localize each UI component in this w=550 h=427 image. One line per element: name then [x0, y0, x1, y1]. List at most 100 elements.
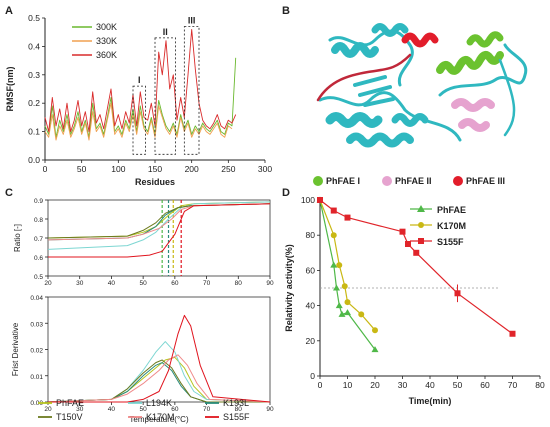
y-tick-label: 0.8 — [34, 217, 43, 224]
y-tick-label: 0.2 — [28, 98, 40, 108]
protein-structure — [316, 23, 528, 148]
y-tick-label: 0.04 — [30, 295, 43, 302]
ratio-chart: 20 30 40 50 60 70 80 90 0.5 0.6 0.7 0.8 0.9 Ratio [-] — [13, 198, 274, 287]
x-tick-label: 80 — [535, 380, 545, 390]
highlight-region-box — [154, 37, 176, 155]
y-tick-label: 0.9 — [34, 198, 43, 205]
data-point-K170M — [372, 327, 378, 334]
legend-label: T150V — [56, 412, 83, 422]
series-line-K170M — [47, 354, 271, 403]
legend-label: PhFAE — [437, 205, 466, 215]
structure-strand-cyan — [353, 75, 395, 107]
panel-letter-a: A — [5, 5, 13, 17]
legend-marker-phfae-ii — [382, 176, 392, 186]
data-point-PhFAE — [333, 284, 340, 291]
y-tick-label: 60 — [306, 265, 316, 275]
series-line-K170M — [47, 203, 271, 241]
series-line-T150V — [47, 359, 270, 403]
panel-letter-b: B — [282, 5, 290, 17]
panel-letter-c: C — [5, 187, 13, 199]
panel-letter-d: D — [282, 187, 290, 199]
data-point-PhFAE — [330, 261, 338, 268]
derivative-chart: 20 30 40 50 60 70 80 90 0.00 0.01 0.02 0.03 0.04 Temp… — [11, 295, 274, 424]
data-point-PhFAE — [371, 346, 379, 353]
y-tick-label: 0.5 — [34, 274, 43, 281]
x-tick-label: 40 — [108, 406, 116, 413]
structure-helix-cyan-5 — [371, 23, 409, 37]
legend-label: K170M — [437, 221, 466, 231]
y-tick-label: 20 — [306, 336, 316, 346]
x-tick-label: 40 — [108, 280, 116, 287]
y-tick-label: 40 — [306, 301, 316, 311]
legend-label: 330K — [96, 36, 117, 46]
legend-label: L194K — [146, 398, 172, 408]
structure-helix-pink-2 — [458, 118, 490, 132]
data-point-S155F — [405, 241, 411, 247]
legend-label-phfae-i: PhFAE I — [326, 176, 360, 186]
activity-chart: 0 10 20 30 40 50 60 70 80 0 20 40 60 80 100 Time(min) Re… — [284, 195, 545, 406]
x-tick-label: 90 — [266, 280, 274, 287]
series-line-L194K — [47, 341, 271, 403]
data-point-S155F — [399, 228, 406, 235]
y-tick-label: 0.4 — [28, 41, 40, 51]
series-line-K193L — [47, 203, 271, 241]
y-tick-label: 0.3 — [28, 70, 40, 80]
y-axis-title: Relativity activity(%) — [284, 244, 294, 332]
x-tick-label: 30 — [398, 380, 408, 390]
x-tick-label: 60 — [480, 380, 490, 390]
structure-helix-cyan-3 — [346, 132, 414, 148]
data-point-S155F — [509, 330, 516, 337]
series-line-330K — [44, 102, 233, 141]
x-tick-label: 200 — [185, 164, 199, 174]
data-point-S155F — [413, 249, 420, 256]
highlight-region-box — [183, 26, 200, 155]
series-line-S155F — [48, 203, 271, 258]
y-tick-label: 0 — [310, 371, 315, 381]
x-axis-title: Temperature(°C) — [129, 415, 189, 424]
structure-loop-cyan-3 — [438, 43, 528, 97]
x-axis-title: Residues — [135, 177, 175, 187]
data-point-K170M — [330, 232, 337, 239]
highlight-region-label: I — [138, 75, 141, 85]
y-tick-label: 0.00 — [30, 400, 43, 407]
legend-label: K170M — [146, 412, 175, 422]
highlight-region-label: II — [163, 27, 168, 37]
x-tick-label: 0 — [43, 164, 48, 174]
x-tick-label: 150 — [148, 164, 162, 174]
plot-frame — [47, 296, 271, 403]
x-tick-label: 0 — [318, 380, 323, 390]
series-line-300K — [44, 57, 237, 138]
structure-helix-cyan-2 — [325, 112, 383, 128]
structure-loop-cyan — [328, 29, 414, 87]
legend-label-phfae-ii: PhFAE II — [395, 176, 432, 186]
data-point-PhFAE — [335, 302, 343, 309]
structure-helix-pink — [451, 98, 495, 112]
chart-c-legend: PhFAE L194K K193L T150V K170M S155F — [38, 398, 250, 422]
data-point-S155F — [317, 197, 323, 203]
series-line-S155F — [48, 314, 271, 403]
rmsf-chart: 0 50 100 150 200 250 300 0.0 0.1 0.2 0.3 0.4 0.5 Resi… — [5, 13, 272, 187]
data-point-PhFAE — [344, 309, 351, 316]
data-point-S155F — [344, 214, 351, 221]
structure-tail-cyan — [498, 58, 516, 137]
x-tick-label: 30 — [76, 406, 84, 413]
y-tick-label: 0.1 — [28, 127, 40, 137]
x-tick-label: 30 — [76, 280, 84, 287]
y-axis-title: RMSF(nm) — [5, 67, 15, 112]
y-tick-label: 0.5 — [28, 13, 40, 23]
y-tick-label: 80 — [306, 230, 316, 240]
legend-marker-phfae-iii — [453, 176, 463, 186]
structure-helix-green — [436, 51, 504, 75]
x-tick-label: 50 — [77, 164, 87, 174]
data-point-K170M — [344, 299, 351, 306]
y-tick-label: 0.02 — [30, 348, 43, 355]
x-tick-label: 70 — [508, 380, 518, 390]
x-tick-label: 70 — [203, 280, 211, 287]
legend-label: PhFAE — [56, 398, 84, 408]
data-point-K170M — [336, 262, 343, 269]
structure-helix-cyan-1 — [331, 42, 379, 58]
data-point-K170M — [341, 283, 348, 290]
series-line-360K — [44, 28, 237, 133]
series-line-L194K — [47, 201, 271, 250]
x-tick-label: 50 — [453, 380, 463, 390]
